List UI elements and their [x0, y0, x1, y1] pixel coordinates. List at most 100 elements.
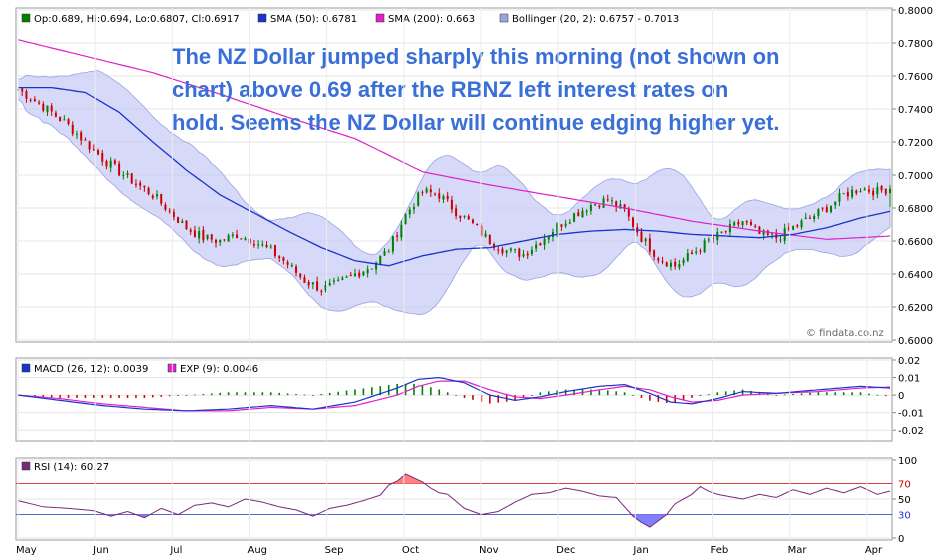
candle-body — [303, 277, 306, 283]
macd-histogram-bar — [741, 389, 744, 396]
month-label: Aug — [248, 545, 268, 556]
month-label: Oct — [402, 545, 419, 556]
macd-histogram-bar — [817, 392, 820, 396]
macd-gridlines — [16, 359, 892, 431]
candle-body — [109, 160, 112, 168]
macd-histogram-bar — [143, 395, 146, 398]
candle-body — [143, 185, 146, 188]
macd-histogram-bar — [337, 391, 339, 396]
candle-body — [160, 193, 163, 204]
annotation-line-2: chart) above 0.69 after the RBNZ left in… — [172, 77, 728, 102]
price-legend: Op:0.689, Hi:0.694, Lo:0.6807, Cl:0.6917… — [21, 13, 679, 25]
candle-body — [54, 112, 57, 117]
macd-histogram-bar — [750, 390, 752, 396]
legend-label: RSI (14): 60.27 — [34, 462, 109, 473]
price-tick-label: 0.7600 — [898, 72, 933, 83]
candle-body — [745, 221, 748, 223]
macd-histogram-bar — [868, 393, 870, 396]
macd-histogram-bar — [354, 389, 356, 396]
candle-body — [206, 234, 209, 239]
macd-tick-label: -0.01 — [898, 409, 924, 420]
candle-body — [88, 141, 91, 150]
candle-body — [366, 269, 369, 274]
candle-body — [168, 210, 171, 212]
rsi-panel: 100 50 0 70 30 RSI (14): 60.27 — [15, 456, 917, 545]
macd-histogram-bar — [269, 392, 272, 396]
rsi-extreme-area — [138, 514, 149, 518]
candle-body — [379, 255, 382, 265]
legend-label: EXP (9): 0.0046 — [180, 364, 258, 375]
macd-histogram-bar — [489, 395, 491, 404]
legend-swatch — [21, 461, 31, 471]
price-tick-label: 0.7800 — [898, 39, 933, 50]
macd-histogram-bar — [253, 392, 255, 396]
month-label: Apr — [865, 545, 883, 556]
candle-body — [724, 230, 727, 232]
candle-body — [568, 222, 571, 224]
macd-histogram-bar — [278, 392, 280, 396]
candle-body — [589, 204, 592, 211]
macd-histogram-bar — [320, 393, 323, 396]
macd-histogram-bar — [50, 395, 53, 398]
candle-body — [657, 258, 660, 261]
rsi-tick-label: 0 — [898, 534, 904, 545]
macd-histogram-bar — [598, 389, 601, 396]
candle-body — [417, 192, 420, 206]
candle-body — [328, 282, 331, 286]
macd-histogram-bar — [842, 392, 845, 396]
candle-body — [236, 234, 239, 239]
month-label: Dec — [556, 545, 575, 556]
month-label: Jul — [169, 545, 182, 556]
candle-body — [219, 239, 222, 243]
candle-body — [227, 235, 230, 242]
candle-body — [619, 204, 622, 209]
sma50-line — [18, 86, 891, 267]
candle-body — [29, 99, 32, 101]
macd-histogram-bar — [767, 393, 769, 396]
candle-body — [821, 207, 824, 209]
candle-body — [728, 224, 731, 233]
candle-body — [113, 160, 116, 164]
macd-histogram-bar — [345, 390, 348, 396]
macd-tick-label: 0 — [898, 391, 904, 402]
candle-body — [459, 215, 462, 219]
macd-histogram-bar — [522, 395, 525, 398]
candle-body — [118, 163, 121, 176]
month-label: Nov — [479, 545, 499, 556]
candle-body — [851, 189, 854, 197]
candle-body — [539, 242, 542, 246]
macd-histogram-bar — [691, 395, 693, 398]
macd-histogram-bar — [876, 394, 879, 396]
candle-body — [505, 250, 508, 253]
candle-body — [509, 248, 512, 251]
candle-body — [602, 198, 605, 208]
macd-histogram-bar — [809, 392, 811, 396]
candle-body — [354, 273, 357, 276]
macd-histogram-bar — [884, 395, 887, 397]
macd-histogram-bar — [859, 392, 862, 396]
candle-body — [476, 224, 479, 226]
price-tick-label: 0.6200 — [898, 303, 933, 314]
candle-body — [151, 195, 154, 199]
price-tick-label: 0.6400 — [898, 270, 933, 281]
price-panel: 0.6000 0.6200 0.6400 0.6600 0.6800 0.7000 0.72… — [15, 6, 933, 347]
candle-body — [733, 222, 736, 226]
candle-body — [210, 234, 213, 240]
candle-body — [834, 201, 837, 206]
candle-body — [299, 273, 302, 278]
candle-body — [518, 248, 521, 257]
candle-body — [278, 256, 281, 259]
candle-body — [484, 233, 487, 237]
candle-body — [825, 207, 828, 213]
candle-body — [615, 201, 618, 208]
candle-body — [754, 225, 757, 227]
candle-body — [438, 193, 441, 199]
candle-body — [421, 191, 424, 193]
macd-histogram-bar — [202, 393, 205, 396]
candle-body — [244, 238, 247, 240]
macd-histogram-bar — [674, 395, 676, 403]
macd-histogram-bar — [371, 387, 373, 396]
macd-histogram-bar — [547, 391, 550, 396]
candle-body — [337, 279, 340, 282]
